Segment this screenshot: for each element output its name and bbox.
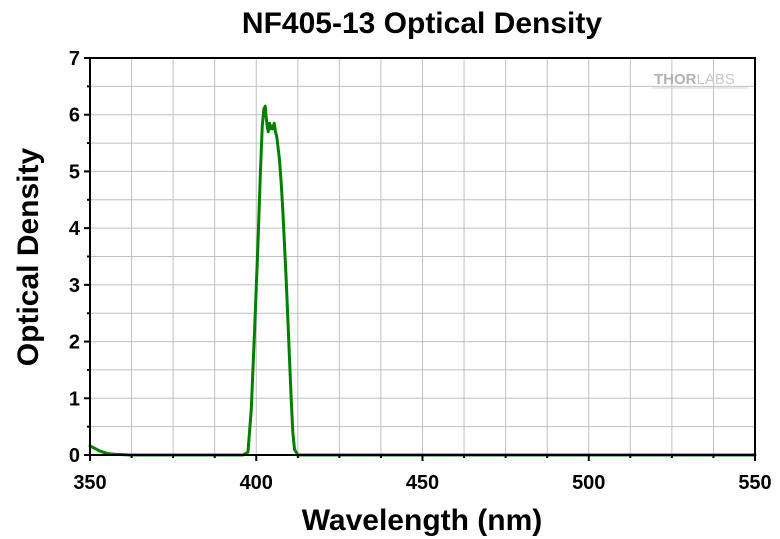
x-tick-labels: 350 400 450 500 550 <box>73 472 771 494</box>
y-tick-label: 5 <box>69 161 80 183</box>
x-axis-label: Wavelength (nm) <box>302 504 543 537</box>
watermark-logo: THORLABS <box>652 71 748 89</box>
y-tick-label: 7 <box>69 48 80 70</box>
y-tick-label: 2 <box>69 332 80 354</box>
grid-lines <box>90 58 755 455</box>
x-tick-label: 350 <box>73 472 106 494</box>
y-tick-label: 0 <box>69 445 80 467</box>
svg-text:THORLABS: THORLABS <box>654 71 735 88</box>
chart-title: NF405-13 Optical Density <box>242 7 602 40</box>
y-tick-labels: 0 1 2 3 4 5 6 7 <box>69 48 81 467</box>
y-tick-label: 6 <box>69 105 80 127</box>
x-tick-label: 550 <box>738 472 771 494</box>
y-tick-label: 4 <box>69 218 81 240</box>
y-tick-label: 3 <box>69 275 80 297</box>
x-tick-label: 450 <box>406 472 439 494</box>
watermark-light: LABS <box>697 71 735 88</box>
x-tick-label: 400 <box>240 472 273 494</box>
y-tick-label: 1 <box>69 388 80 410</box>
watermark-bold: THOR <box>654 71 697 88</box>
y-axis-label: Optical Density <box>12 147 45 366</box>
axis-ticks <box>84 57 756 461</box>
x-tick-label: 500 <box>572 472 605 494</box>
